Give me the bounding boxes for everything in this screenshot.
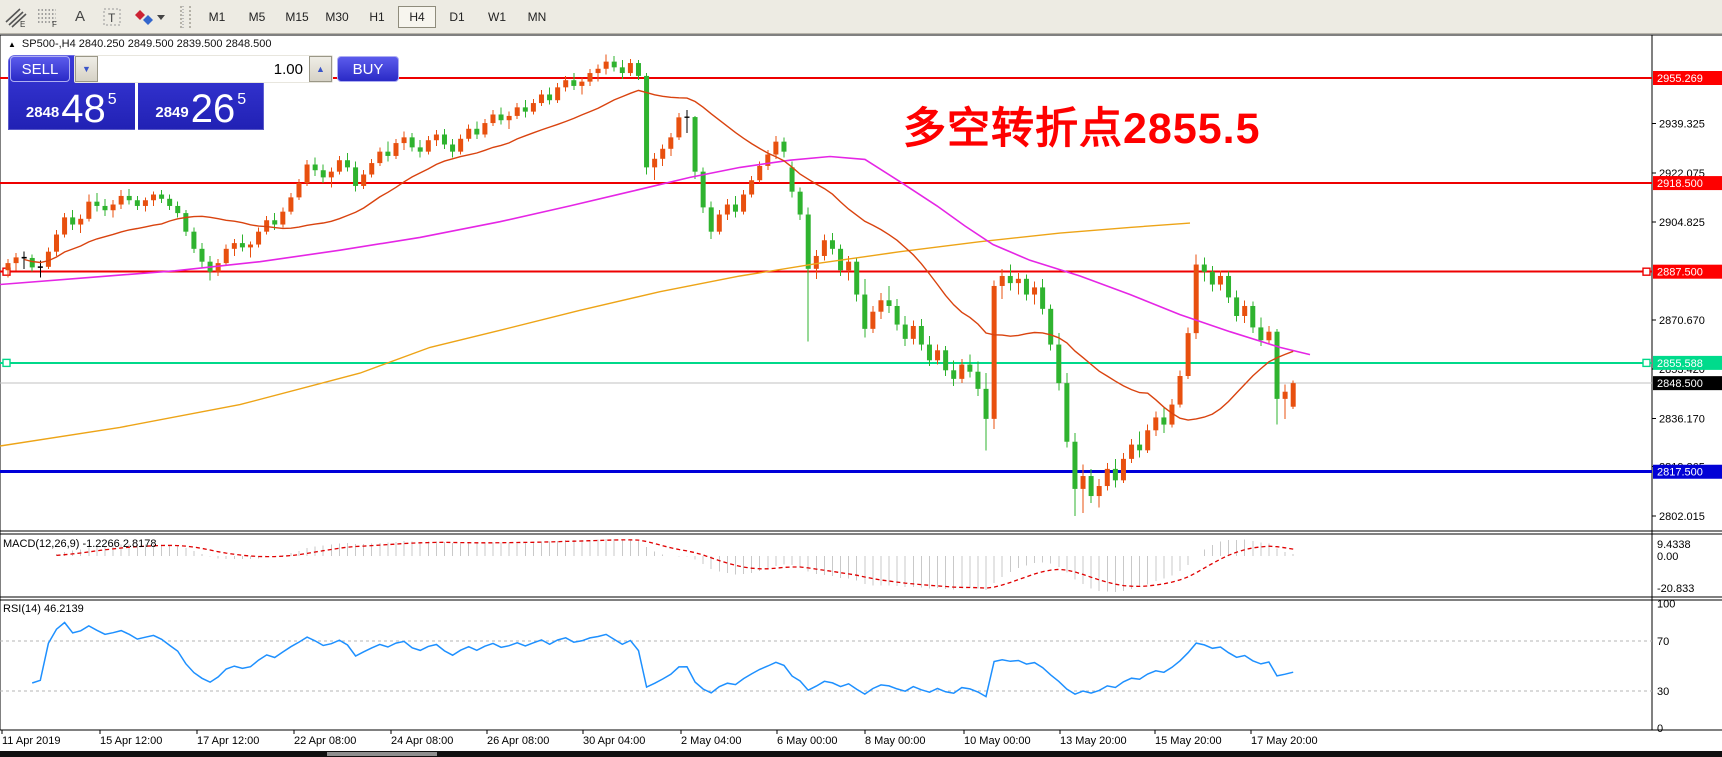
bid-price[interactable]: 2848 48 5	[8, 83, 135, 130]
bid-price-big: 48	[61, 87, 106, 131]
hline-2955.269-badge	[1653, 71, 1722, 85]
sell-button[interactable]: SELL	[10, 56, 70, 82]
timeframe-button-d1[interactable]: D1	[449, 9, 465, 24]
volume-stepper: ▼ ▲	[74, 55, 333, 83]
price-tick-label: 2939.325	[1659, 119, 1705, 131]
ask-price-small: 2849	[155, 104, 189, 121]
rsi-scale-label: 70	[1657, 636, 1669, 648]
rsi-line	[31, 621, 1294, 698]
hline-2817.500-badge-label: 2817.500	[1657, 467, 1703, 479]
date-label[interactable]: 15 Apr 12:00	[100, 735, 162, 747]
date-label[interactable]: 30 Apr 04:00	[583, 735, 645, 747]
chart-annotation-text[interactable]: 多空转折点2855.5	[903, 105, 1261, 153]
svg-text:F: F	[52, 20, 57, 28]
date-label[interactable]: 11 Apr 2019	[2, 735, 61, 747]
hline-handle[interactable]	[2, 358, 11, 368]
date-label[interactable]: 6 May 00:00	[777, 735, 838, 747]
text-box-icon[interactable]: T	[97, 5, 127, 29]
hline-2817.500-badge	[1653, 464, 1722, 479]
date-label[interactable]: 17 May 20:00	[1251, 735, 1318, 747]
text-label-icon[interactable]: A	[74, 8, 85, 25]
candles-group	[5, 54, 1296, 517]
ask-price-sup: 5	[237, 91, 247, 108]
svg-text:E: E	[20, 20, 25, 28]
macd-histogram	[55, 539, 1294, 593]
timeframe-button-h4[interactable]: H4	[398, 5, 436, 28]
equidistant-channel-icon[interactable]: E	[1, 5, 31, 29]
date-label[interactable]: 22 Apr 08:00	[294, 735, 356, 747]
volume-input[interactable]	[98, 56, 309, 82]
symbol-collapse-icon[interactable]: ▲	[8, 40, 16, 49]
hline-2855.588-badge	[1653, 355, 1722, 370]
timeframe-button-m5[interactable]: M5	[248, 9, 266, 24]
ask-price-big: 26	[190, 87, 236, 131]
date-label[interactable]: 2 May 04:00	[681, 735, 742, 747]
horizontal-scrollbar	[0, 751, 1722, 757]
price-tick-label: 2802.015	[1659, 511, 1705, 523]
current-price-badge	[1653, 376, 1722, 391]
rsi-scale-label: 100	[1657, 599, 1675, 611]
price-tick-label: 2870.670	[1659, 315, 1705, 327]
macd-scale-label: 0.00	[1657, 551, 1678, 563]
hline-2918.500-badge-label: 2918.500	[1657, 178, 1703, 190]
trade-panel-divider	[134, 83, 138, 130]
arrows-tool-icon[interactable]	[129, 5, 169, 29]
symbol-ohlc-text: SP500-,H4 2840.250 2849.500 2839.500 284…	[21, 38, 272, 50]
timeframe-button-mn[interactable]: MN	[527, 9, 547, 24]
date-label[interactable]: 24 Apr 08:00	[391, 735, 453, 747]
price-tick-label: 2904.825	[1659, 217, 1705, 229]
timeframe-button-m1[interactable]: M1	[208, 9, 226, 24]
volume-increase-button[interactable]: ▲	[309, 56, 332, 82]
hline-2887.500-badge	[1653, 264, 1722, 279]
hline-2855.588-badge-label: 2855.588	[1657, 358, 1703, 370]
volume-decrease-button[interactable]: ▼	[75, 56, 98, 82]
date-label[interactable]: 15 May 20:00	[1155, 735, 1222, 747]
timeframe-button-m15[interactable]: M15	[285, 9, 309, 24]
bid-price-small: 2848	[25, 104, 60, 121]
rsi-scale-label: 0	[1657, 723, 1663, 735]
ma-slow-line	[0, 222, 1191, 447]
bid-price-sup: 5	[107, 91, 117, 108]
hline-handle[interactable]	[1642, 267, 1651, 276]
toolbar-grip	[180, 5, 191, 28]
timeframe-button-w1[interactable]: W1	[488, 9, 506, 24]
hline-2887.500-badge-label: 2887.500	[1657, 267, 1703, 279]
rsi-indicator-label: RSI(14) 46.2139	[3, 603, 84, 615]
symbol-header: ▲ SP500-,H4 2840.250 2849.500 2839.500 28…	[8, 38, 271, 50]
ma-fast-line	[24, 89, 1294, 421]
current-price-badge-label: 2848.500	[1657, 378, 1703, 390]
fibonacci-icon[interactable]: F	[33, 5, 63, 29]
hline-2918.500-badge	[1653, 176, 1722, 191]
date-label[interactable]: 17 Apr 12:00	[197, 735, 259, 747]
top-toolbar: E F A T M1 M5 M15 M30 H1 H4 D1 W1 MN	[0, 0, 1722, 34]
macd-scale-label: 9.4338	[1657, 539, 1691, 551]
rsi-scale-label: 30	[1657, 686, 1669, 698]
date-label[interactable]: 8 May 00:00	[865, 735, 926, 747]
timeframe-button-h1[interactable]: H1	[369, 9, 385, 24]
date-label[interactable]: 13 May 20:00	[1060, 735, 1127, 747]
macd-indicator-label: MACD(12,26,9) -1.2266 2.8178	[3, 538, 157, 550]
chart-canvas: 2939.3252922.0752904.8252870.6702853.420…	[0, 34, 1722, 747]
chart-window: 2939.325 2922.075 2904.825 2870.670 2853.420…	[0, 34, 1722, 757]
ask-price[interactable]: 2849 26 5	[138, 83, 265, 130]
date-label[interactable]: 26 Apr 08:00	[487, 735, 549, 747]
macd-scale-label: -20.833	[1657, 583, 1694, 595]
timeframe-button-m30[interactable]: M30	[325, 9, 349, 24]
buy-button[interactable]: BUY	[337, 56, 399, 82]
svg-text:T: T	[108, 11, 116, 25]
ma-mid-line	[0, 155, 1311, 356]
date-label[interactable]: 10 May 00:00	[964, 735, 1031, 747]
price-tick-label: 2836.170	[1659, 413, 1705, 425]
hline-2955.269-badge-label: 2955.269	[1657, 73, 1703, 85]
hline-handle[interactable]	[1642, 358, 1651, 368]
scrollbar-thumb[interactable]	[327, 752, 437, 756]
